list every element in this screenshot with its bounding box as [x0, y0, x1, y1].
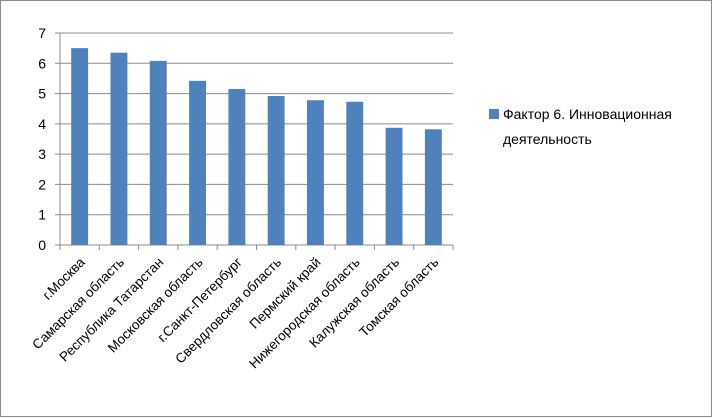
bar	[307, 100, 324, 245]
y-tick-label: 3	[38, 146, 46, 162]
bar	[189, 80, 206, 245]
legend-label: Фактор 6. Инновационная деятельность	[503, 106, 672, 147]
y-tick-label: 6	[38, 55, 46, 71]
bar	[228, 89, 246, 246]
bar	[110, 52, 128, 245]
bar	[267, 95, 285, 245]
bar	[346, 101, 364, 246]
y-tick-labels: 0 1 2 3 4 5 6 7	[38, 25, 46, 253]
bar	[149, 60, 167, 246]
y-tick-label: 2	[38, 176, 46, 192]
y-tick-label: 1	[38, 207, 46, 223]
x-category-label: Пермский край	[247, 255, 324, 332]
bar	[385, 127, 403, 245]
y-tick-label: 0	[38, 237, 46, 253]
y-tick-label: 7	[38, 25, 46, 41]
y-tick-label: 5	[38, 86, 46, 102]
bars	[71, 48, 442, 246]
bar	[71, 48, 89, 246]
bar	[424, 129, 442, 245]
legend: Фактор 6. Инновационная деятельность	[489, 102, 704, 152]
legend-swatch	[489, 109, 499, 119]
y-tick-label: 4	[38, 116, 46, 132]
